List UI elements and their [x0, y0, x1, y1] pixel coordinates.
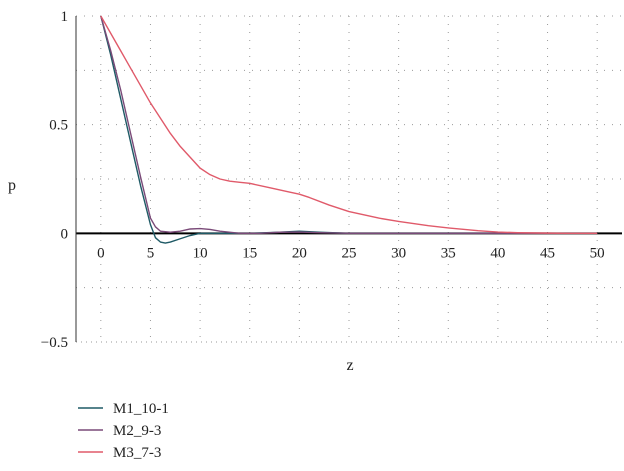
x-tick-label: 10 [193, 245, 208, 261]
legend: M1_10-1 M2_9-3 M3_7-3 [78, 401, 169, 461]
x-axis-label: z [346, 357, 353, 374]
legend-label: M2_9-3 [113, 423, 161, 439]
y-tick-label: −0.5 [41, 335, 68, 351]
x-tick-label: 50 [590, 245, 605, 261]
x-tick-label: 30 [391, 245, 406, 261]
series-line-2 [100, 15, 598, 235]
series-line-1 [100, 15, 598, 244]
x-tick-label: 20 [292, 245, 307, 261]
x-tick-label: 40 [490, 245, 505, 261]
x-tick-labels: 0 5 10 15 20 25 30 35 40 45 50 [97, 245, 605, 261]
x-tick-label: 35 [441, 245, 456, 261]
x-tick-label: 25 [342, 245, 357, 261]
y-tick-label: 0 [61, 226, 69, 242]
legend-label: M1_10-1 [113, 401, 169, 417]
y-tick-label: 1 [61, 9, 69, 25]
y-tick-labels: −0.5 0 0.5 1 [41, 9, 68, 351]
grid-lines [76, 15, 622, 343]
x-tick-label: 45 [540, 245, 555, 261]
x-tick-label: 0 [97, 245, 105, 261]
series-lines [100, 15, 598, 244]
y-tick-label: 0.5 [49, 118, 68, 134]
x-tick-label: 5 [147, 245, 155, 261]
series-line-3 [100, 15, 598, 235]
y-axis-label: p [8, 177, 16, 194]
legend-label: M3_7-3 [113, 445, 161, 461]
x-tick-label: 15 [242, 245, 257, 261]
